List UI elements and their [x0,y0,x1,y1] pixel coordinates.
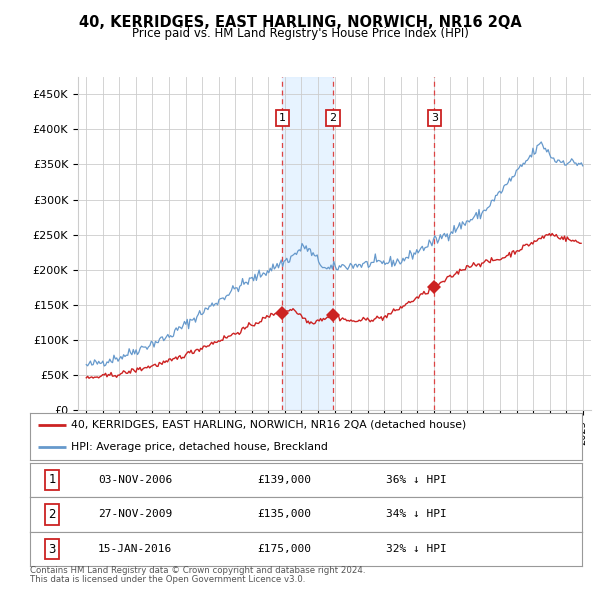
Text: 15-JAN-2016: 15-JAN-2016 [98,545,172,554]
Text: 03-NOV-2006: 03-NOV-2006 [98,475,172,484]
Text: 1: 1 [279,113,286,123]
Text: 2: 2 [49,508,56,521]
Text: 34% ↓ HPI: 34% ↓ HPI [386,510,447,519]
Text: 3: 3 [431,113,438,123]
Text: Price paid vs. HM Land Registry's House Price Index (HPI): Price paid vs. HM Land Registry's House … [131,27,469,40]
Text: 2: 2 [329,113,337,123]
Text: HPI: Average price, detached house, Breckland: HPI: Average price, detached house, Brec… [71,442,328,452]
Text: 40, KERRIDGES, EAST HARLING, NORWICH, NR16 2QA (detached house): 40, KERRIDGES, EAST HARLING, NORWICH, NR… [71,420,467,430]
Text: Contains HM Land Registry data © Crown copyright and database right 2024.: Contains HM Land Registry data © Crown c… [30,566,365,575]
Text: £175,000: £175,000 [257,545,311,554]
Text: 1: 1 [49,473,56,486]
Text: £139,000: £139,000 [257,475,311,484]
Text: 32% ↓ HPI: 32% ↓ HPI [386,545,447,554]
Bar [282,77,333,410]
Text: 3: 3 [49,543,56,556]
Text: 36% ↓ HPI: 36% ↓ HPI [386,475,447,484]
Text: This data is licensed under the Open Government Licence v3.0.: This data is licensed under the Open Gov… [30,575,305,584]
Text: 27-NOV-2009: 27-NOV-2009 [98,510,172,519]
Text: £135,000: £135,000 [257,510,311,519]
Text: 40, KERRIDGES, EAST HARLING, NORWICH, NR16 2QA: 40, KERRIDGES, EAST HARLING, NORWICH, NR… [79,15,521,30]
